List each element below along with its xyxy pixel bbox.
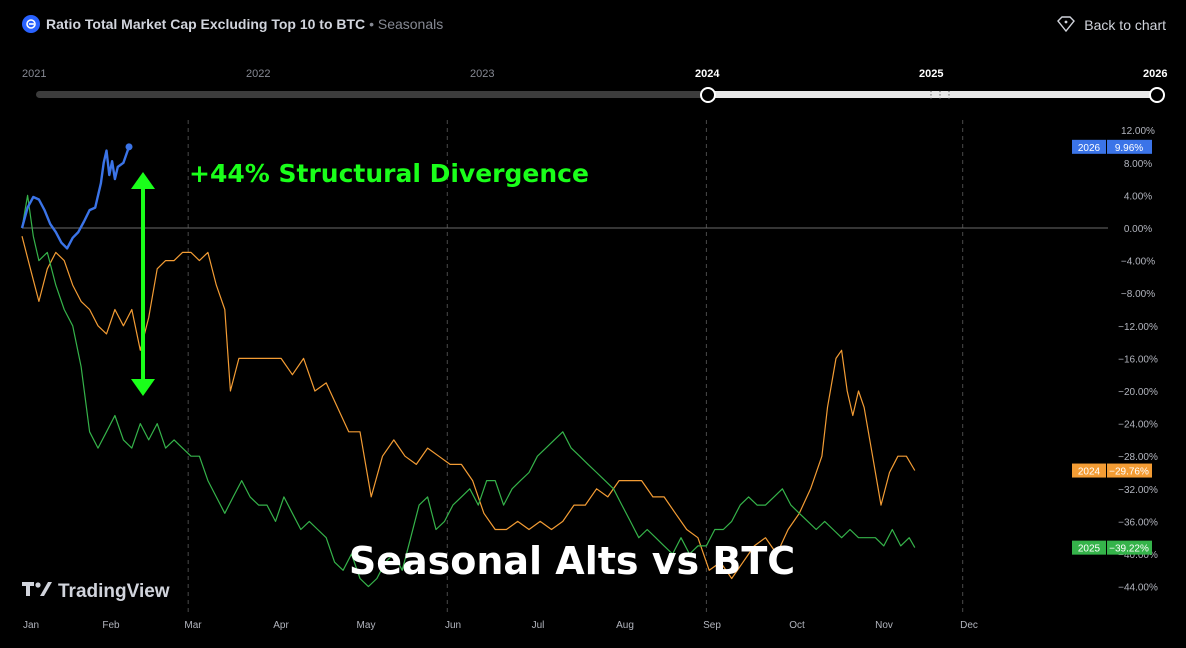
y-tick-label: −12.00% <box>1118 322 1158 333</box>
series-badge-name-bg <box>1072 139 1106 154</box>
y-tick-label: −8.00% <box>1121 289 1155 300</box>
year-label-2026: 2026 <box>1143 68 1168 80</box>
tag-back-icon <box>1056 15 1076 36</box>
series-badge-value: −39.22% <box>1109 544 1149 555</box>
year-range-slider[interactable]: 2021 2022 2023 2024 2025 2026 ⋮⋮⋮ <box>0 60 1186 110</box>
slider-handle-end[interactable] <box>1149 87 1165 103</box>
divergence-annotation: +44% Structural Divergence <box>189 159 589 188</box>
year-label-2022: 2022 <box>246 68 271 80</box>
x-tick-label: Feb <box>102 620 120 631</box>
series-badge-name-bg <box>1072 540 1106 555</box>
y-tick-label: −16.00% <box>1118 354 1158 365</box>
x-tick-label: Dec <box>960 620 978 631</box>
tradingview-watermark: TradingView <box>22 580 170 604</box>
y-tick-label: 8.00% <box>1124 159 1152 170</box>
y-tick-label: −20.00% <box>1118 387 1158 398</box>
divergence-arrow-head-down <box>131 379 155 396</box>
series-badge-2026: 2026 9.96% <box>1072 139 1152 154</box>
year-label-2021: 2021 <box>22 68 47 80</box>
back-to-chart-button[interactable]: Back to chart <box>1056 14 1166 36</box>
series-badge-value-bg <box>1107 540 1152 555</box>
y-tick-label: 12.00% <box>1121 126 1155 137</box>
series-line-2026 <box>20 146 131 250</box>
y-tick-label: −44.00% <box>1118 583 1158 594</box>
y-tick-label: −4.00% <box>1121 257 1155 268</box>
x-tick-label: Jan <box>23 620 39 631</box>
series-badge-value: −29.76% <box>1109 467 1149 478</box>
tradingview-logo-icon <box>22 580 52 604</box>
series-badge-2024: 2024 −29.76% <box>1072 463 1152 478</box>
back-to-chart-label: Back to chart <box>1084 17 1166 33</box>
series-badge-name: 2026 <box>1078 143 1101 154</box>
year-label-2023: 2023 <box>470 68 495 80</box>
x-tick-label: Oct <box>789 620 805 631</box>
x-tick-label: Mar <box>184 620 202 631</box>
series-badge-name: 2024 <box>1078 467 1101 478</box>
x-tick-label: Jul <box>532 620 545 631</box>
series-badge-value-bg <box>1107 463 1152 478</box>
series-badge-2025: 2025 −39.22% <box>1072 540 1152 555</box>
slider-handle-start[interactable] <box>700 87 716 103</box>
symbol-logo-icon <box>22 15 40 33</box>
y-tick-label: −32.00% <box>1118 485 1158 496</box>
series-badge-name-bg <box>1072 463 1106 478</box>
series-line-2024 <box>21 236 916 580</box>
y-tick-label: −40.00% <box>1118 550 1158 561</box>
y-tick-label: 4.00% <box>1124 191 1152 202</box>
x-tick-label: May <box>357 620 376 631</box>
chart-header: Ratio Total Market Cap Excluding Top 10 … <box>0 0 1186 50</box>
series-badge-value-bg <box>1107 139 1152 154</box>
grip-dots-icon[interactable]: ⋮⋮⋮ <box>926 90 954 101</box>
y-tick-label: 0.00% <box>1124 224 1152 235</box>
series-line-2025 <box>21 194 916 588</box>
x-tick-label: Jun <box>445 620 461 631</box>
divergence-arrow-head-up <box>131 172 155 189</box>
y-tick-label: −28.00% <box>1118 452 1158 463</box>
y-tick-label: −36.00% <box>1118 517 1158 528</box>
x-tick-label: Apr <box>273 620 289 631</box>
view-subtitle: • Seasonals <box>369 16 444 32</box>
slider-track[interactable] <box>36 91 1157 98</box>
series-badge-value: 9.96% <box>1115 143 1143 154</box>
year-label-2024: 2024 <box>695 68 720 80</box>
chart-title: Ratio Total Market Cap Excluding Top 10 … <box>46 16 443 32</box>
series-end-point-2026 <box>125 143 133 151</box>
slider-selected-range[interactable] <box>708 91 1157 98</box>
chart-title-overlay: Seasonal Alts vs BTC <box>349 539 795 583</box>
symbol-title: Ratio Total Market Cap Excluding Top 10 … <box>46 16 366 32</box>
x-tick-label: Aug <box>616 620 634 631</box>
x-tick-label: Nov <box>875 620 893 631</box>
x-tick-label: Sep <box>703 620 721 631</box>
year-label-2025: 2025 <box>919 68 944 80</box>
watermark-label: TradingView <box>58 581 170 602</box>
series-badge-name: 2025 <box>1078 544 1101 555</box>
y-tick-label: −24.00% <box>1118 420 1158 431</box>
